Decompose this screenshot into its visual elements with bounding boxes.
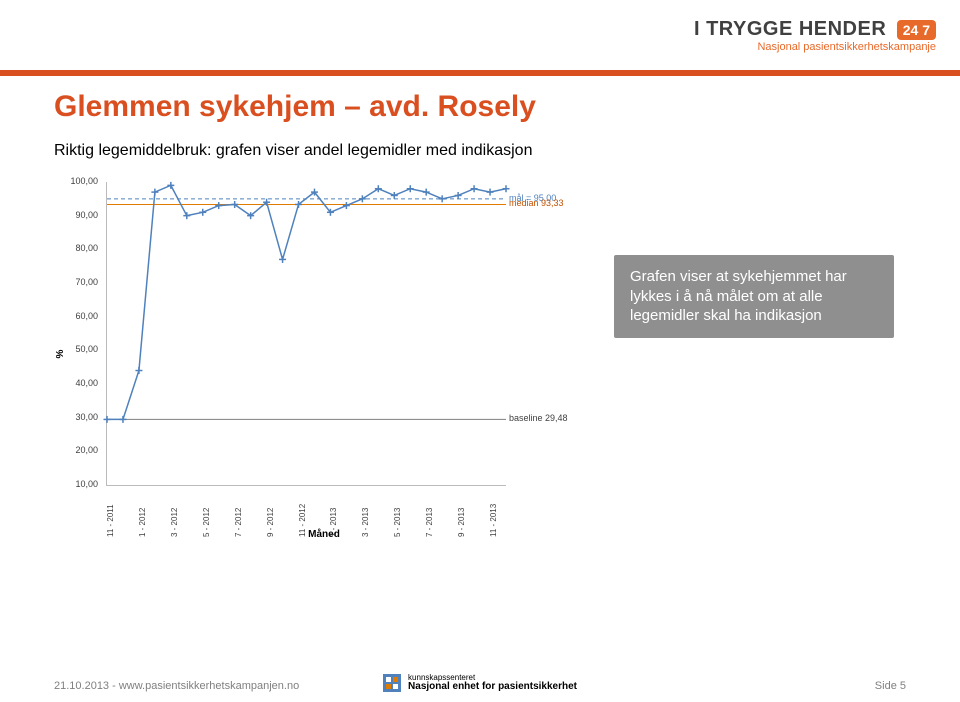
header: I TRYGGE HENDER 24 7 Nasjonal pasientsik… [0, 0, 960, 70]
series-marker [439, 195, 446, 202]
x-tick-label: 5 - 2012 [202, 513, 211, 537]
y-tick-label: 10,00 [54, 479, 98, 489]
y-tick-label: 100,00 [54, 176, 98, 186]
page-title: Glemmen sykehjem – avd. Rosely [54, 90, 906, 124]
x-tick-label: 11 - 2013 [489, 513, 498, 537]
series-marker [359, 195, 366, 202]
brand-logo: I TRYGGE HENDER 24 7 Nasjonal pasientsik… [694, 18, 936, 53]
x-tick-label: 9 - 2012 [266, 513, 275, 537]
reference-label-baseline: baseline 29,48 [509, 413, 568, 423]
content: Glemmen sykehjem – avd. Rosely Riktig le… [54, 90, 906, 652]
series-marker [167, 182, 174, 189]
x-tick-label: 11 - 2011 [106, 513, 115, 537]
kunnskapssenteret-icon [383, 674, 401, 692]
footer-left: 21.10.2013 - www.pasientsikkerhetskampan… [54, 680, 299, 692]
footer-logo-line2: Nasjonal enhet for pasientsikkerhet [408, 682, 577, 692]
y-tick-label: 70,00 [54, 277, 98, 287]
y-tick-label: 30,00 [54, 412, 98, 422]
y-tick-label: 60,00 [54, 311, 98, 321]
y-tick-label: 40,00 [54, 378, 98, 388]
series-marker [455, 192, 462, 199]
chart-frame [106, 182, 506, 486]
y-tick-label: 90,00 [54, 210, 98, 220]
series-marker [104, 416, 111, 423]
series-marker [119, 416, 126, 423]
x-tick-label: 7 - 2013 [425, 513, 434, 537]
series-marker [391, 192, 398, 199]
brand-badge: 24 7 [897, 20, 936, 40]
brand-name: I TRYGGE HENDER [694, 18, 886, 40]
series-line [107, 185, 506, 419]
series-marker [503, 185, 510, 192]
x-tick-label: 5 - 2013 [393, 513, 402, 537]
brand-subtitle: Nasjonal pasientsikkerhetskampanje [694, 41, 936, 53]
series-marker [471, 185, 478, 192]
series-marker [151, 189, 158, 196]
x-tick-label: 11 - 2012 [298, 513, 307, 537]
reference-label-median: median 93,33 [509, 198, 564, 208]
y-tick-label: 80,00 [54, 243, 98, 253]
chart: % Måned 10,0020,0030,0040,0050,0060,0070… [54, 174, 594, 534]
x-tick-label: 3 - 2013 [361, 513, 370, 537]
x-tick-label: 1 - 2013 [329, 513, 338, 537]
series-marker [487, 189, 494, 196]
series-marker [183, 212, 190, 219]
series-marker [423, 189, 430, 196]
footer-center-logo: kunnskapssenteret Nasjonal enhet for pas… [383, 674, 577, 692]
page-subhead: Riktig legemiddelbruk: grafen viser ande… [54, 142, 906, 160]
y-tick-label: 50,00 [54, 344, 98, 354]
callout-text: Grafen viser at sykehjemmet har lykkes i… [630, 268, 847, 324]
accent-band [0, 70, 960, 76]
x-tick-label: 3 - 2012 [170, 513, 179, 537]
series-marker [279, 256, 286, 263]
x-tick-label: 7 - 2012 [234, 513, 243, 537]
footer: 21.10.2013 - www.pasientsikkerhetskampan… [54, 680, 906, 692]
x-tick-label: 1 - 2012 [138, 513, 147, 537]
callout-box: Grafen viser at sykehjemmet har lykkes i… [614, 255, 894, 338]
chart-plot [107, 182, 506, 485]
series-marker [407, 185, 414, 192]
y-tick-label: 20,00 [54, 445, 98, 455]
series-marker [343, 202, 350, 209]
series-marker [215, 202, 222, 209]
series-marker [199, 209, 206, 216]
series-marker [135, 367, 142, 374]
x-tick-label: 9 - 2013 [457, 513, 466, 537]
series-marker [375, 185, 382, 192]
footer-right: Side 5 [875, 680, 906, 692]
